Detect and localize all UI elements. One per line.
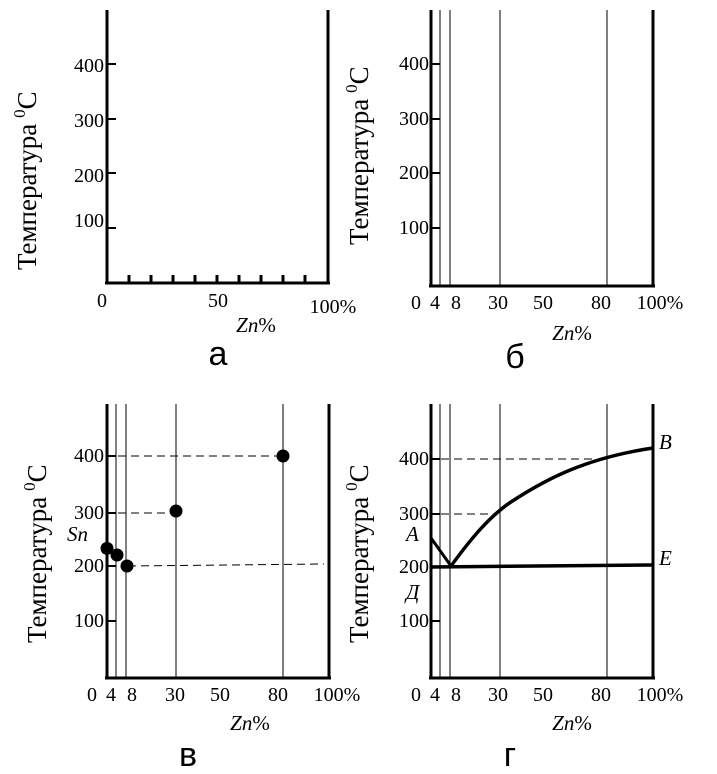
- x-tick-label: 50: [533, 684, 553, 706]
- x-tick-label: 8: [451, 292, 461, 314]
- x-tick-label: 0: [411, 684, 421, 706]
- panel-letter: г: [504, 736, 516, 774]
- y-ticks: [107, 63, 116, 229]
- y-tick-label: 400: [74, 55, 104, 77]
- y-tick-label: 200: [399, 556, 429, 578]
- composition-lines: [115, 404, 284, 678]
- x-tick-label: 30: [165, 684, 185, 706]
- y-tick-label: 300: [74, 502, 104, 524]
- point-label-b: В: [659, 430, 672, 454]
- y-tick-label: 100: [399, 610, 429, 632]
- x-tick-label: 50: [208, 290, 228, 312]
- x-tick-label: 100%: [310, 296, 357, 318]
- isotherm-guides: [118, 455, 325, 567]
- y-tick-label: 400: [74, 445, 104, 467]
- y-axis-label: Температура0C: [20, 464, 52, 643]
- point-label-d: Д: [404, 580, 421, 604]
- x-tick-label: 100%: [637, 684, 684, 706]
- panel-g: А В Е Д 100 200 300 400 Температура0C 0 …: [342, 404, 683, 774]
- x-axis-label: Zn%: [230, 711, 270, 735]
- panel-letter: б: [505, 338, 524, 376]
- y-axis-label: Температура0C: [342, 464, 374, 643]
- y-tick-label: 400: [399, 53, 429, 75]
- x-tick-label: 100%: [314, 684, 361, 706]
- point-label-a: А: [404, 522, 419, 546]
- x-tick-label: 0: [411, 292, 421, 314]
- y-tick-label: 200: [74, 555, 104, 577]
- y-axis-label: Температура0C: [10, 91, 42, 270]
- y-tick-label: 400: [399, 448, 429, 470]
- panel-v: Sn 100 200 300 400 Температура0C 0 4 8 3…: [20, 404, 360, 774]
- x-tick-label: 4: [430, 292, 440, 314]
- data-point: [276, 449, 290, 463]
- data-point: [110, 548, 124, 562]
- x-tick-label: 0: [87, 684, 97, 706]
- panel-b: 100 200 300 400 Температура0C 0 4 8 30 5…: [342, 10, 683, 376]
- data-point: [100, 541, 114, 555]
- x-tick-label: 100%: [637, 292, 684, 314]
- isotherm-guides: [441, 458, 594, 515]
- composition-lines: [439, 404, 608, 678]
- data-point: [120, 559, 134, 573]
- panel-letter: а: [209, 335, 228, 373]
- x-tick-label: 80: [268, 684, 288, 706]
- y-axis-label: Температура0C: [342, 66, 374, 245]
- x-tick-label: 8: [451, 684, 461, 706]
- y-tick-label: 100: [74, 610, 104, 632]
- y-tick-label: 300: [399, 503, 429, 525]
- x-axis-label: Zn%: [552, 711, 592, 735]
- point-label-e: Е: [658, 546, 672, 570]
- x-tick-label: 0: [97, 290, 107, 312]
- x-axis-label: Zn%: [236, 313, 276, 337]
- x-tick-label: 50: [210, 684, 230, 706]
- x-ticks: [127, 275, 307, 283]
- panel-a: 100 200 300 400 Температура0C 0 50 100% …: [10, 10, 356, 373]
- y-tick-label: 100: [74, 210, 104, 232]
- x-tick-label: 50: [533, 292, 553, 314]
- x-tick-label: 8: [127, 684, 137, 706]
- data-point: [169, 504, 183, 518]
- x-tick-label: 80: [591, 684, 611, 706]
- y-tick-label: 200: [74, 165, 104, 187]
- y-tick-label: 300: [399, 108, 429, 130]
- y-ticks: [431, 63, 440, 229]
- y-tick-label: 100: [399, 217, 429, 239]
- composition-lines: [439, 10, 608, 286]
- x-tick-label: 4: [106, 684, 116, 706]
- data-points: [100, 449, 290, 573]
- panel-letter: в: [179, 736, 197, 774]
- liquidus-zinc-branch: [449, 446, 654, 568]
- x-tick-label: 30: [488, 684, 508, 706]
- x-tick-label: 80: [591, 292, 611, 314]
- y-tick-label: 300: [74, 110, 104, 132]
- y-tick-label: 200: [399, 162, 429, 184]
- sn-label: Sn: [67, 522, 88, 546]
- x-axis-label: Zn%: [552, 321, 592, 345]
- solidus-line: [430, 563, 654, 569]
- y-ticks: [107, 455, 116, 622]
- x-tick-label: 30: [488, 292, 508, 314]
- x-tick-label: 4: [430, 684, 440, 706]
- liquidus-tin-branch: [429, 537, 453, 567]
